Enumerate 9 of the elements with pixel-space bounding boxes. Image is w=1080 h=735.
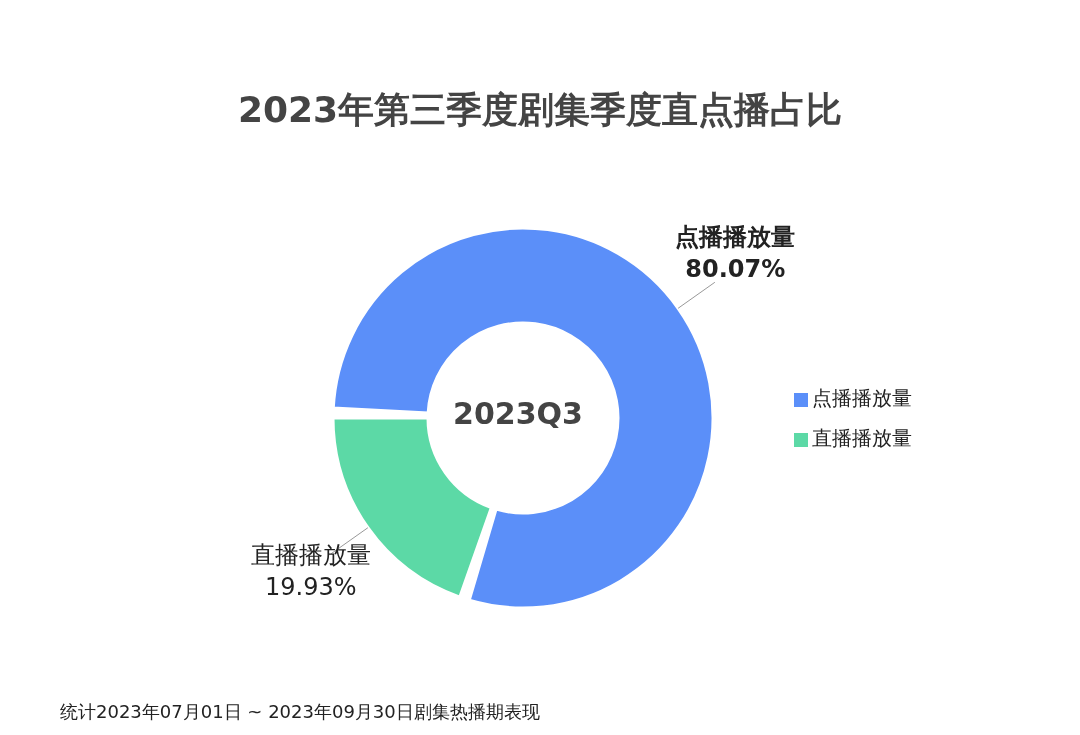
text: 2023Q3 (452, 396, 584, 431)
data-label: 80.07% (685, 255, 786, 284)
chart-title: 2023年第三季度剧集季度直点播占比 (236, 88, 844, 132)
slice-label: 直播播放量 (250, 540, 371, 569)
text: 统计2023年07月01日 ~ 2023年09月30日剧集热播期表现 (60, 700, 540, 724)
slice-label: 点播播放量 (675, 223, 796, 252)
data-label: 19.93% (264, 572, 357, 601)
legend-label: 点播播放量 (812, 386, 912, 410)
legend-label: 直播播放量 (812, 426, 912, 450)
